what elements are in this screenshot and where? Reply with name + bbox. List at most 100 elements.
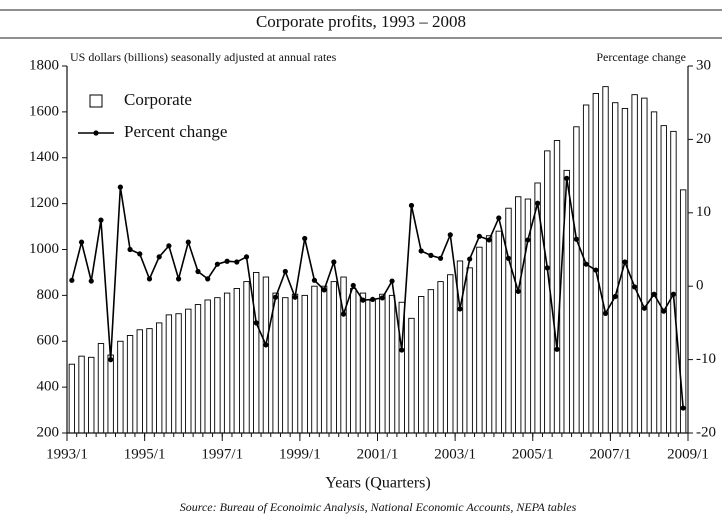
- line-point: [146, 276, 153, 282]
- line-point: [98, 217, 104, 223]
- bar: [214, 297, 221, 434]
- x-tick-label: 1999/1: [279, 446, 321, 462]
- bar: [68, 363, 76, 434]
- y2-tick-label: -10: [696, 351, 716, 367]
- bar: [466, 267, 473, 434]
- line-point: [185, 239, 191, 245]
- line-point: [535, 200, 541, 206]
- line-point: [156, 254, 162, 260]
- bar: [679, 189, 687, 434]
- bar: [311, 285, 318, 434]
- y-tick-label: 1800: [29, 57, 59, 73]
- bar: [156, 322, 163, 434]
- line-point: [302, 235, 308, 242]
- line-point: [515, 288, 521, 294]
- x-tick-label: 1995/1: [124, 446, 166, 462]
- line-point: [632, 284, 638, 290]
- bar: [544, 150, 551, 434]
- line-point: [418, 248, 424, 254]
- line-point: [428, 252, 434, 258]
- bar: [175, 313, 182, 434]
- line-point: [127, 246, 133, 253]
- bar: [359, 292, 367, 434]
- bar: [204, 299, 211, 434]
- line-point: [389, 278, 395, 284]
- y2-tick-label: -20: [696, 424, 716, 440]
- bar: [320, 285, 328, 434]
- bar: [369, 299, 376, 434]
- line-point: [224, 258, 230, 264]
- bar: [602, 86, 609, 434]
- bar: [553, 140, 561, 434]
- bar: [379, 293, 386, 434]
- bar: [437, 281, 444, 434]
- bar: [476, 246, 483, 434]
- bar: [417, 296, 425, 434]
- y-tick-label: 1000: [29, 241, 59, 257]
- line-point: [661, 308, 667, 314]
- line-point: [117, 184, 123, 190]
- bar: [185, 308, 192, 434]
- source: Source: Bureau of Econoimic Analysis, Na…: [180, 500, 577, 514]
- bar: [146, 328, 153, 434]
- bar: [223, 292, 231, 434]
- bar: [573, 126, 580, 434]
- line-point: [69, 277, 75, 283]
- line-point: [573, 236, 580, 242]
- bar: [97, 343, 105, 434]
- bar: [78, 355, 85, 434]
- line-point: [253, 320, 259, 326]
- bar: [660, 125, 667, 434]
- bar: [262, 276, 270, 434]
- y2-tick-label: 10: [696, 204, 711, 220]
- bar: [582, 104, 590, 434]
- line-point: [641, 305, 647, 311]
- bar: [243, 281, 250, 434]
- bar: [253, 271, 260, 434]
- bar: [670, 130, 677, 434]
- bar: [641, 97, 648, 434]
- line-point: [379, 295, 385, 301]
- line-point: [292, 294, 298, 300]
- bar: [88, 356, 95, 434]
- line-point: [234, 259, 240, 265]
- bar: [408, 317, 415, 434]
- line-point: [311, 277, 318, 283]
- bar: [427, 289, 435, 434]
- bar: [515, 196, 522, 434]
- x-tick-label: 1993/1: [46, 446, 88, 462]
- x-tick-label: 2003/1: [434, 446, 476, 462]
- y-tick-label: 1200: [29, 195, 59, 211]
- line-point: [243, 254, 250, 260]
- line-point: [670, 291, 677, 297]
- y2-tick-label: 30: [696, 57, 711, 73]
- bar: [194, 304, 202, 434]
- line-point: [437, 255, 444, 261]
- legend-swatch-dot: [93, 130, 99, 136]
- line-point: [525, 237, 531, 243]
- line-point: [476, 233, 482, 239]
- line: [71, 178, 684, 409]
- line-point: [263, 342, 269, 348]
- y-tick-label: 1600: [29, 103, 59, 119]
- bar: [136, 329, 143, 434]
- bar: [456, 260, 464, 434]
- line-point: [282, 268, 288, 275]
- chart-title: Corporate profits, 1993 – 2008: [256, 12, 466, 31]
- bar: [592, 93, 599, 434]
- line-point: [175, 276, 182, 282]
- line-point: [583, 261, 589, 267]
- line-point: [331, 259, 337, 265]
- bar: [505, 207, 512, 434]
- line-point: [205, 276, 211, 282]
- bar: [291, 293, 299, 434]
- line-point: [350, 282, 356, 289]
- bar: [282, 297, 289, 434]
- line-point: [273, 294, 279, 300]
- bar: [117, 340, 124, 434]
- line-point: [195, 268, 201, 275]
- bar: [631, 94, 638, 434]
- line-point: [340, 311, 347, 317]
- y-tick-label: 200: [37, 424, 60, 440]
